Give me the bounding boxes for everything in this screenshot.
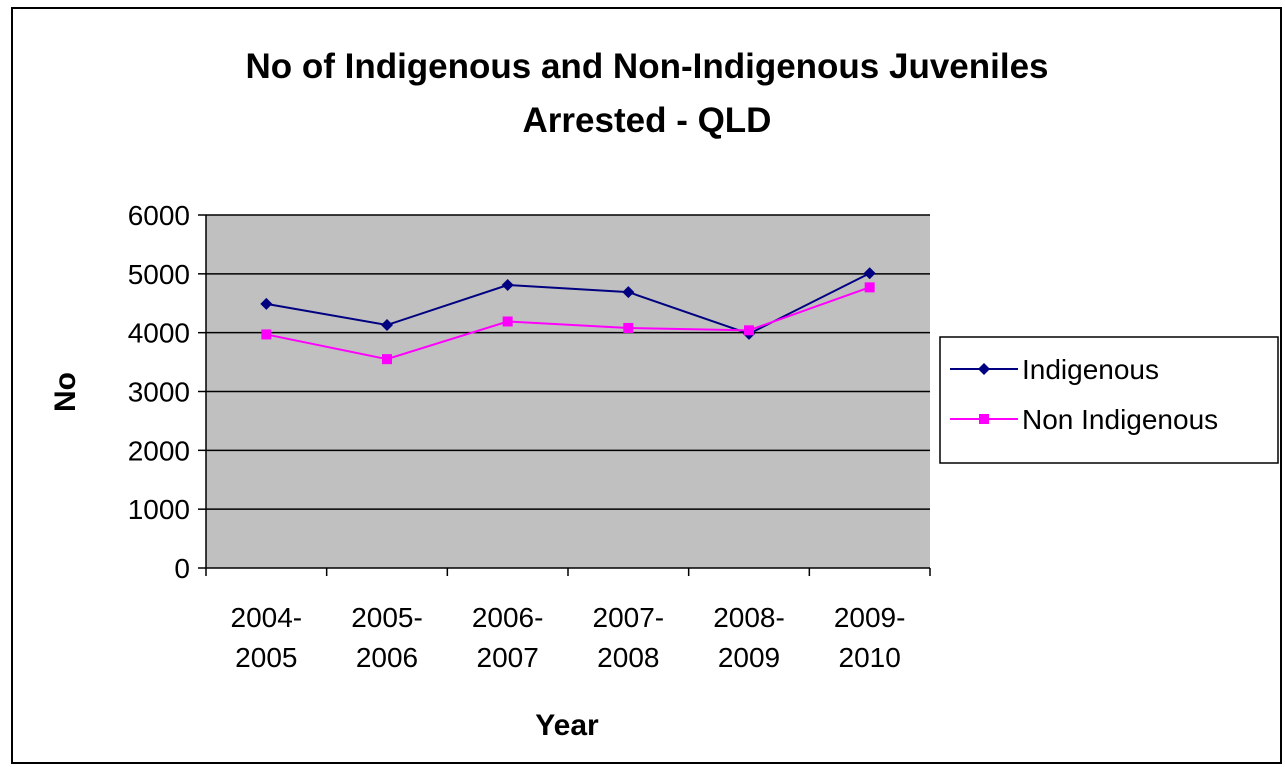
legend: Indigenous Non Indigenous [939,336,1279,464]
x-tick-label: 2008- [713,602,785,633]
series-line-non-indigenous [266,286,871,361]
data-point-indigenous [622,286,635,299]
x-tick-label: 2005- [351,602,423,633]
y-tick-label: 2000 [128,435,190,466]
data-point-non-indigenous [864,282,875,293]
y-tick-labels: 0 1000 2000 3000 4000 5000 6000 [128,200,190,584]
x-tick-label: 2010 [839,642,901,673]
data-point-indigenous [260,297,273,310]
x-tick-label: 2005 [235,642,297,673]
y-axis-label: No [49,372,82,412]
y-tick-label: 0 [174,553,190,584]
x-tick-labels: 2004- 2005 2005- 2006 2006- 2007 2007- 2008 2008… [231,602,906,673]
chart-title-line-2: Arrested - QLD [523,101,772,140]
x-tick-label: 2009 [718,642,780,673]
axes [198,214,931,576]
legend-label: Indigenous [1022,354,1159,385]
x-tick-label: 2009- [834,602,906,633]
x-tick-label: 2008 [597,642,659,673]
data-point-indigenous [863,267,876,280]
series-non-indigenous [261,282,875,365]
series [260,267,876,365]
y-tick-label: 5000 [128,259,190,290]
chart-title-line-1: No of Indigenous and Non-Indigenous Juve… [245,47,1048,86]
x-tick-label: 2007 [477,642,539,673]
legend-marker [979,414,989,424]
data-point-non-indigenous [744,325,754,336]
data-point-non-indigenous [382,354,392,365]
legend-box [939,336,1279,464]
y-tick-label: 3000 [128,377,190,408]
x-axis-label: Year [535,709,599,742]
data-point-non-indigenous [261,329,272,340]
legend-item-indigenous: Indigenous [950,354,1159,385]
x-tick-label: 2006 [356,642,418,673]
legend-item-non-indigenous: Non Indigenous [950,404,1218,435]
x-tick-label: 2006- [472,602,544,633]
data-point-indigenous [501,279,514,292]
gridlines [206,214,930,510]
legend-label: Non Indigenous [1022,404,1218,435]
data-point-indigenous [381,319,393,332]
y-tick-label: 1000 [128,494,190,525]
y-tick-label: 6000 [128,200,190,231]
x-tick-label: 2004- [231,602,303,633]
legend-marker [978,363,990,375]
data-point-non-indigenous [502,316,513,327]
x-tick-label: 2007- [593,602,665,633]
data-point-non-indigenous [623,322,634,333]
y-tick-label: 4000 [128,318,190,349]
